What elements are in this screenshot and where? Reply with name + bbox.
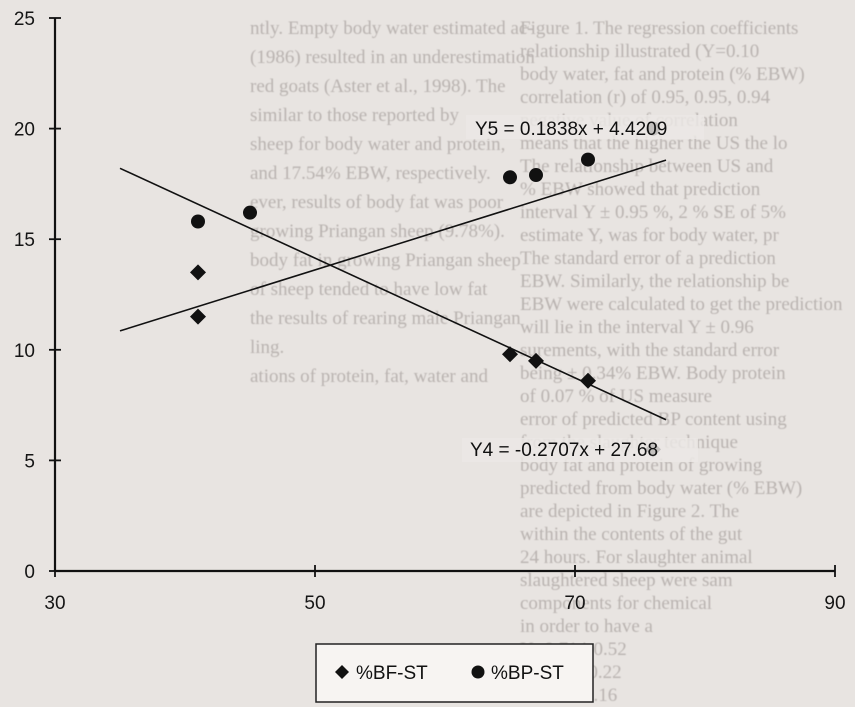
bf-point: [528, 352, 544, 369]
background-text-line: ntly. Empty body water estimated ac-: [250, 18, 534, 39]
x-tick-label: 50: [304, 593, 325, 614]
legend-label-bp: %BP-ST: [491, 663, 564, 684]
bp-point: [191, 214, 205, 229]
x-tick-label: 30: [44, 593, 65, 614]
trendline-label-bp: Y5 = 0.1838x + 4.4209: [475, 119, 667, 140]
background-text-line: (1986) resulted in an underestimation: [250, 47, 535, 68]
background-text-line: red goats (Aster et al., 1998). The: [250, 76, 506, 97]
background-text-line: body water, fat and protein (% EBW): [520, 64, 805, 85]
background-text-line: correlation (r) of 0.95, 0.95, 0.94: [520, 87, 771, 108]
background-text-line: similar to those reported by: [250, 105, 459, 126]
legend-diamond-marker: [335, 665, 349, 679]
eq-bf-box: [462, 438, 698, 462]
x-tick-label: 90: [824, 593, 845, 614]
y-tick-label: 20: [14, 120, 35, 141]
background-text-line: growing Priangan sheep (9.78%).: [250, 221, 505, 242]
background-text-line: EBW were calculated to get the predictio…: [520, 294, 843, 315]
background-text-line: ations of protein, fat, water and: [250, 366, 488, 387]
background-text-line: interval Y ± 0.95 %, 2 % SE of 5%: [520, 202, 786, 223]
background-text-line: components for chemical: [520, 593, 712, 614]
background-text-line: % EBW showed that prediction: [520, 179, 761, 200]
y-ticks: 0 5 10 15 20 25: [14, 9, 61, 583]
background-text-line: slaughtered sheep were sam: [520, 570, 733, 591]
bp-point: [503, 170, 517, 185]
background-text: ntly. Empty body water estimated ac- (198…: [250, 18, 843, 706]
background-text-line: will lie in the interval Y ± 0.96: [520, 317, 754, 338]
y-tick-label: 10: [14, 341, 35, 362]
background-text-line: being ± 0.34% EBW. Body protein: [520, 363, 786, 384]
bp-point: [529, 168, 543, 183]
background-text-line: surements, with the standard error: [520, 340, 780, 361]
y-tick-label: 15: [14, 230, 35, 251]
bf-point: [190, 264, 206, 281]
legend-label-bf: %BF-ST: [356, 663, 428, 684]
legend: %BF-ST %BP-ST: [315, 643, 594, 703]
background-text-line: within the contents of the gut: [520, 524, 743, 545]
legend-box: [315, 643, 594, 703]
background-text-line: and 17.54% EBW, respectively.: [250, 163, 491, 184]
bf-point: [190, 308, 206, 325]
legend-circle-marker: [471, 665, 485, 679]
background-text-line: the results of rearing male Priangan: [250, 308, 521, 329]
axes: [53, 18, 835, 573]
bp-point: [581, 152, 595, 167]
x-tick-label: 70: [564, 593, 585, 614]
x-ticks: 30 50 70 90: [44, 565, 846, 614]
trendline-bf: [119, 167, 667, 421]
background-text-line: error of predicted BP content using: [520, 409, 787, 430]
y-tick-label: 0: [24, 562, 35, 583]
background-text-line: estimate Y, was for body water, pr: [520, 225, 780, 246]
trendlines: [119, 159, 667, 421]
eq-bp-box: [466, 115, 704, 139]
background-text-line: sheep for body water and protein,: [250, 134, 505, 155]
bf-point: [580, 372, 596, 389]
y-tick-label: 5: [24, 451, 35, 472]
background-text-line: EBW. Similarly, the relationship be: [520, 271, 789, 292]
trendline-bp: [119, 159, 667, 332]
equation-labels: Y5 = 0.1838x + 4.4209 Y4 = -0.2707x + 27…: [462, 115, 704, 462]
background-text-line: body fat in growing Priangan sheep: [250, 250, 521, 271]
background-text-line: of sheep tended to have low fat: [250, 279, 488, 300]
background-text-line: ever, results of body fat was poor: [250, 192, 504, 213]
background-text-line: in order to have a: [520, 616, 654, 637]
y-tick-label: 25: [14, 9, 35, 30]
background-text-line: are depicted in Figure 2. The: [520, 501, 739, 522]
background-text-line: relationship illustrated (Y=0.10: [520, 41, 759, 62]
background-text-line: predicted from body water (% EBW): [520, 478, 802, 499]
trendline-label-bf: Y4 = -0.2707x + 27.68: [470, 440, 658, 461]
background-text-line: The standard error of a prediction: [520, 248, 776, 269]
bp-point: [243, 205, 257, 220]
background-text-line: Figure 1. The regression coefficients: [520, 18, 798, 39]
background-text-line: ling.: [250, 337, 284, 358]
background-text-line: 24 hours. For slaughter animal: [520, 547, 753, 568]
bf-point: [502, 346, 518, 363]
